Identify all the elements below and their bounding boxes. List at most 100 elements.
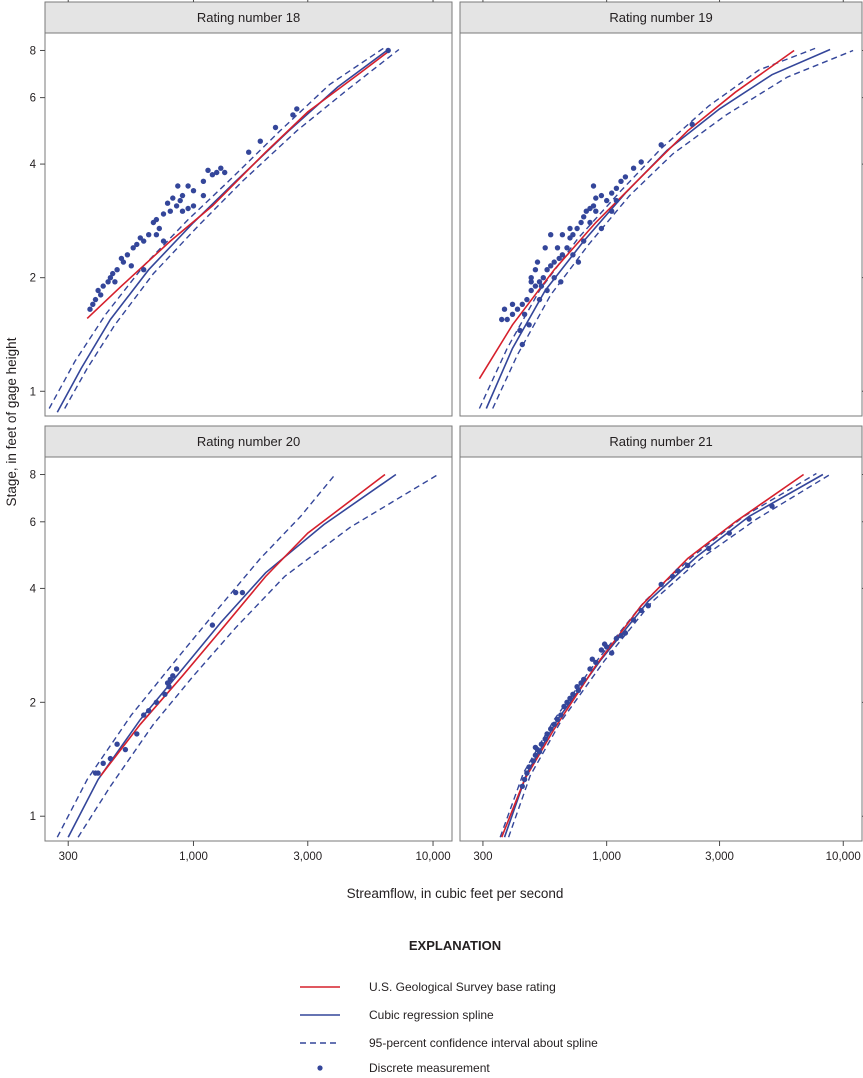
measurement-point [521,776,528,783]
measurement-point [590,183,597,189]
x-tick-label: 3,000 [293,851,322,863]
measurement-point [587,666,593,672]
measurement-point [146,708,152,714]
measurement-point [598,192,605,199]
measurement-point [609,208,615,214]
measurement-point [519,341,525,348]
measurement-point [95,287,101,294]
measurement-point [593,659,599,666]
plot-area [478,47,854,409]
ci-upper-line [56,474,336,838]
measurement-point [622,630,629,636]
y-tick-label: 2 [30,273,36,285]
x-tick-label: 1,000 [592,851,621,863]
ci-upper-line [48,47,384,409]
measurement-point [536,279,543,285]
measurement-point [294,106,300,112]
panel-strip [459,1,863,34]
measurement-point [551,275,557,281]
measurement-point [179,208,186,214]
measurement-point [575,687,582,694]
measurement-point [613,635,620,642]
x-tick-label: 10,000 [826,851,861,863]
measurement-point [538,741,545,747]
measurement-point [173,666,180,672]
plot-area [48,47,400,413]
base-rating-line [100,473,386,777]
measurement-point [536,296,543,303]
measurement-point [209,622,216,628]
measurement-point [593,195,599,201]
measurement-point [675,568,681,574]
measurement-point [118,255,125,262]
measurement-point [551,721,557,727]
measurement-point [561,703,567,710]
measurement-point [578,680,584,686]
measurement-point [532,752,539,758]
legend-ci-label: 95-percent confidence interval about spl… [369,1036,598,1050]
measurement-point [185,205,191,212]
x-tick-label: 1,000 [179,851,208,863]
measurement-point [630,165,637,171]
measurement-point [385,47,391,54]
measurement-point [542,736,548,742]
panel-frame [44,425,453,842]
measurement-point [544,267,550,273]
panel-1: Rating number 18 1 2 4 6 8 [30,0,453,417]
measurement-point [558,712,564,718]
measurement-point [272,124,279,131]
measurement-point [609,190,615,196]
measurement-point [239,589,246,596]
measurement-point [528,275,534,281]
spline-line [503,473,824,838]
measurement-point [100,760,106,766]
measurement-point [90,301,96,307]
measurement-point [160,211,167,217]
measurement-point [622,174,629,180]
y-tick-label: 1 [30,811,36,823]
measurement-point [589,656,595,662]
measurement-point [107,755,114,762]
measurement-point [167,208,173,214]
measurement-point [141,712,147,718]
panel-4: Rating number 21 300 1,000 3,000 10,000 [459,425,863,863]
legend: EXPLANATION U.S. Geological Survey base … [300,938,598,1075]
measurement-point [609,650,615,656]
panel-2: Rating number 19 [459,0,863,417]
measurement-point [185,183,191,189]
measurement-point [114,741,120,747]
measurement-point [567,235,573,241]
measurement-point [521,311,528,317]
measurement-point [92,770,99,776]
measurement-point [98,292,104,298]
measurement-point [177,197,183,204]
measurement-point [567,225,573,232]
measurement-point [548,232,554,238]
measurement-point [128,263,134,269]
ci-upper-line [499,472,817,838]
panel-title: Rating number 20 [197,434,300,449]
measurement-point [526,764,532,770]
measurement-point [509,301,516,307]
panel-title: Rating number 21 [609,434,712,449]
measurement-point [593,208,599,214]
panel-strip [44,1,453,34]
measurement-point [769,503,775,509]
measurement-point [175,183,181,189]
measurement-point [638,607,644,614]
measurement-point [173,203,180,209]
measurement-point [222,169,228,176]
measurement-point [162,691,168,697]
measurement-point [618,178,624,184]
measurement-point [554,716,561,723]
measurement-point [548,726,554,732]
measurement-point [499,316,505,323]
measurement-point [530,758,536,764]
panel-frame [459,1,863,417]
measurement-point [613,197,620,204]
measurement-point [598,225,605,232]
measurement-point [190,188,197,194]
measurement-point [578,219,584,226]
measurement-point [209,172,216,178]
measurement-point [544,731,550,737]
